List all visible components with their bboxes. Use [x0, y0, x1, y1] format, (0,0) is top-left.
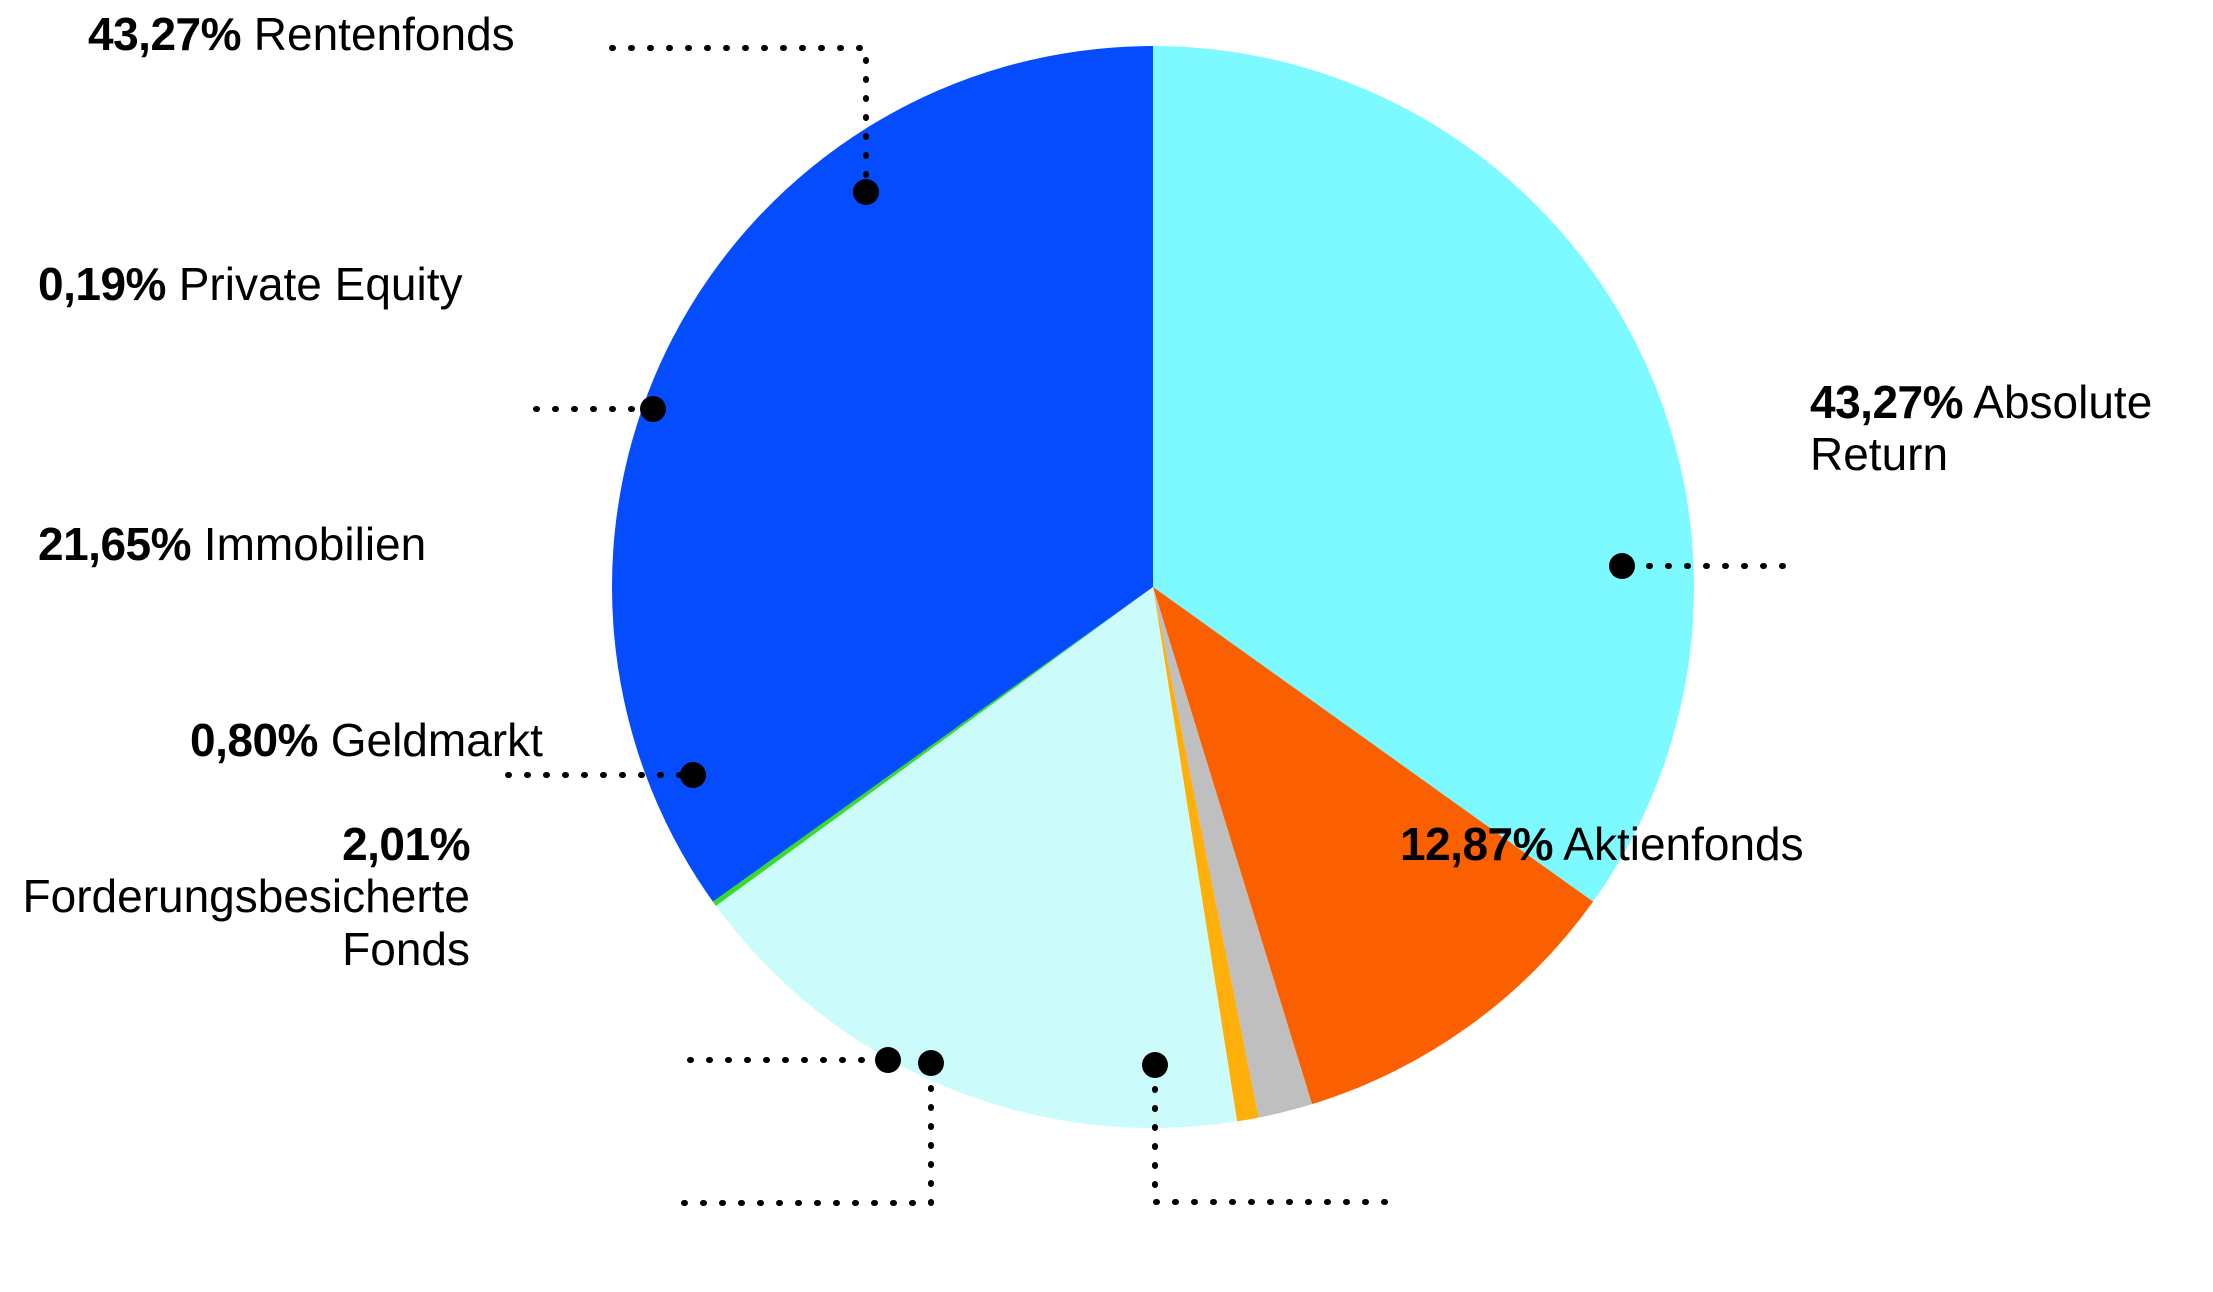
leader-dot-aktienfonds [1142, 1052, 1168, 1078]
callout-value-absolute-return: 43,27% [1810, 376, 1964, 428]
pie-slice-aktienfonds[interactable] [1153, 587, 1594, 1105]
leader-line-aktienfonds [1152, 1067, 1391, 1205]
callout-category-private-equity: Private Equity [178, 258, 463, 310]
callout-label-rentenfonds: 43,27% Rentenfonds [88, 8, 515, 60]
callout-category-aktienfonds: Aktienfonds [1563, 818, 1804, 870]
callout-category-absolute-return: Absolute Return [1810, 376, 2153, 481]
pie-slice-geldmarkt[interactable] [1153, 587, 1259, 1122]
callout-label-absolute-return: 43,27% Absolute Return [1810, 376, 2200, 481]
leader-dot-forderungsbesicherte-fonds [918, 1050, 944, 1076]
leader-dot-rentenfonds [853, 179, 879, 205]
callout-value-geldmarkt: 0,80% [190, 714, 318, 766]
leader-line-forderungsbesicherte-fonds [681, 1065, 934, 1206]
pie-slice-immobilien[interactable] [715, 587, 1238, 1128]
callout-label-forderungsbesicherte-fonds: 2,01% Forderungsbesicherte Fonds [10, 818, 471, 975]
callout-value-private-equity: 0,19% [38, 258, 166, 310]
pie-slices [611, 46, 1695, 1128]
pie-slice-forderungsbesicherte-fonds[interactable] [1153, 587, 1312, 1118]
pie-slice-absolute-return[interactable] [1153, 46, 1695, 902]
callout-category-immobilien: Immobilien [203, 518, 427, 570]
callout-label-immobilien: 21,65% Immobilien [38, 518, 426, 570]
leader-dot-immobilien [680, 762, 706, 788]
callout-category-geldmarkt: Geldmarkt [330, 714, 543, 766]
callout-value-aktienfonds: 12,87% [1400, 818, 1554, 870]
pie-slice-private-equity[interactable] [712, 587, 1153, 906]
callout-label-private-equity: 0,19% Private Equity [38, 258, 463, 310]
leader-dot-private-equity [640, 396, 666, 422]
callout-category-rentenfonds: Rentenfonds [253, 8, 515, 60]
callout-category-forderungsbesicherte-fonds: Forderungsbesicherte Fonds [22, 870, 470, 975]
pie-slice-rentenfonds[interactable] [611, 46, 1153, 902]
leader-dots [640, 179, 1635, 1078]
callout-value-forderungsbesicherte-fonds: 2,01% [342, 818, 470, 870]
leader-lines [505, 45, 1793, 1206]
callout-label-geldmarkt: 0,80% Geldmarkt [190, 714, 543, 766]
leader-dot-absolute-return [1609, 553, 1635, 579]
callout-label-aktienfonds: 12,87% Aktienfonds [1400, 818, 1804, 870]
callout-value-rentenfonds: 43,27% [88, 8, 242, 60]
leader-dot-geldmarkt [875, 1047, 901, 1073]
callout-value-immobilien: 21,65% [38, 518, 192, 570]
leader-line-rentenfonds [609, 45, 869, 189]
